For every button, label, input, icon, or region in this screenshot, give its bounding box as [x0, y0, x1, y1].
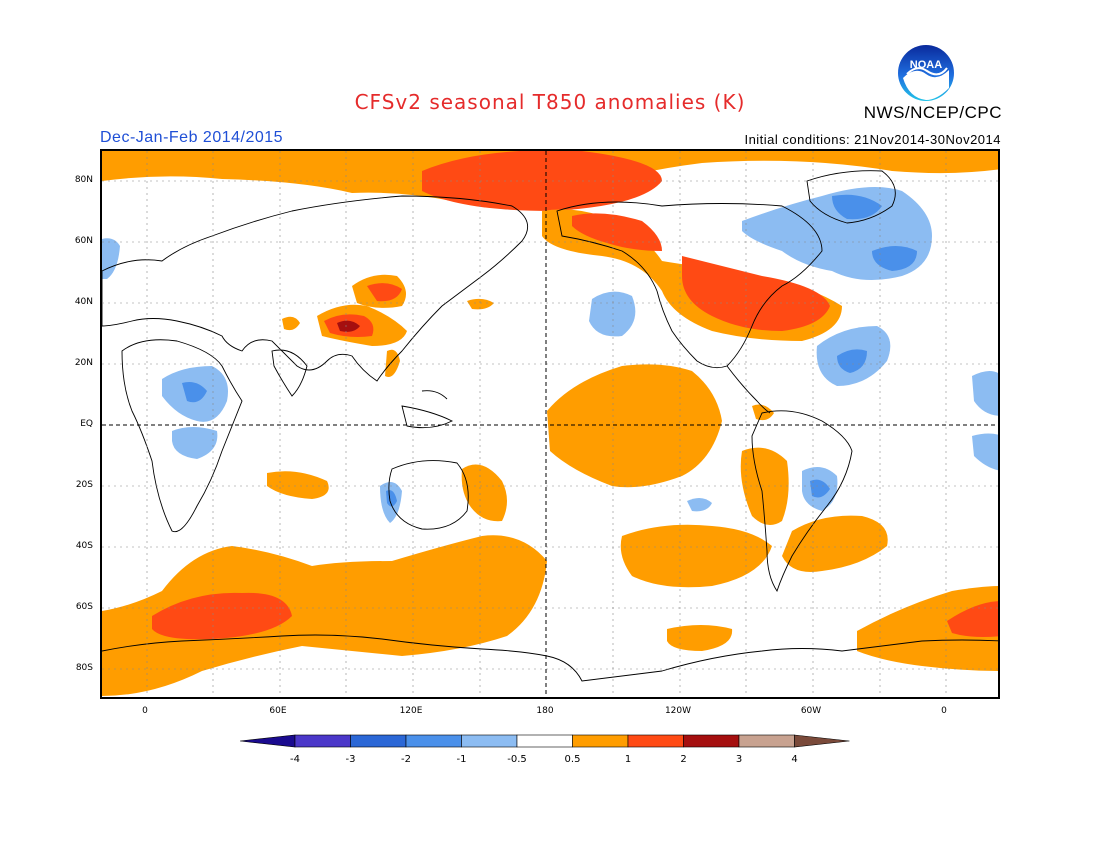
- legend-swatch: [738, 734, 795, 748]
- legend-level-label: -4: [290, 754, 300, 765]
- anomaly-region-central-africa-cold: [172, 427, 218, 459]
- anomaly-region-mongolia-strong: [367, 283, 402, 302]
- lon-label: 0: [941, 706, 947, 716]
- lon-label: 60E: [269, 706, 287, 716]
- legend-swatch: [516, 734, 573, 748]
- lat-label: 60S: [75, 602, 93, 612]
- anomaly-region-north-atlantic-cold-core: [832, 194, 882, 220]
- anomaly-region-tibet-extreme: [337, 320, 360, 332]
- legend-swatch: [794, 734, 850, 748]
- legend-level-label: -1: [456, 754, 467, 765]
- legend-level-label: -2: [401, 754, 411, 765]
- legend-swatch: [240, 734, 296, 748]
- anomaly-region-india-warm: [282, 316, 300, 331]
- lat-label: 40N: [74, 297, 93, 307]
- lat-label: 80N: [74, 175, 93, 185]
- anomaly-region-brazil-cold-core: [810, 479, 830, 498]
- legend-level-label: 2: [680, 754, 687, 765]
- anomaly-region-amundsen-warm: [667, 625, 733, 651]
- lat-label: 60N: [74, 236, 93, 246]
- anomaly-region-eastern-na-strong: [682, 256, 830, 331]
- coastlines: [102, 170, 998, 682]
- anomaly-region-north-atlantic-cold-core-2: [872, 246, 917, 271]
- color-scale-legend: [240, 734, 850, 748]
- graticule: [102, 151, 998, 697]
- legend-swatch: [350, 734, 407, 748]
- lon-label: 120E: [399, 706, 423, 716]
- initial-conditions-label: Initial conditions: 21Nov2014-30Nov2014: [744, 132, 1001, 147]
- legend-swatch: [683, 734, 740, 748]
- anomaly-region-weddell-strong: [947, 601, 998, 637]
- legend-level-label: -0.5: [507, 754, 527, 765]
- anomaly-region-europe-cold: [102, 238, 120, 279]
- anomaly-region-pacific-cold-small: [687, 497, 712, 512]
- lat-label: 40S: [75, 541, 93, 551]
- lon-label: 60W: [800, 706, 822, 716]
- anomaly-region-indian-ocean-warm: [267, 471, 329, 499]
- lat-label: 80S: [75, 663, 93, 673]
- anomaly-region-central-pacific-warm: [547, 364, 722, 488]
- anomaly-region-tasman-warm: [461, 464, 507, 522]
- anomaly-region-africa-east-cold: [972, 371, 998, 416]
- anomaly-region-weddell-warm: [857, 586, 998, 671]
- legend-level-label: 4: [791, 754, 798, 765]
- period-label: Dec-Jan-Feb 2014/2015: [100, 129, 284, 146]
- noaa-logo: NOAA: [898, 45, 954, 101]
- legend-swatch: [627, 734, 684, 748]
- legend-swatch: [294, 734, 351, 748]
- agency-label: NWS/NCEP/CPC: [863, 103, 1002, 122]
- logo-text: NOAA: [910, 59, 942, 71]
- legend-swatch: [405, 734, 462, 748]
- anomaly-region-southern-ocean-strong: [152, 592, 292, 640]
- anomaly-region-north-pacific-cold: [589, 291, 636, 337]
- anomaly-region-africa-east-cold-2: [972, 433, 998, 471]
- anomaly-region-south-atlantic-warm: [782, 515, 888, 572]
- legend-level-label: 3: [735, 754, 743, 765]
- lon-label: 0: [142, 706, 148, 716]
- legend-swatch: [572, 734, 629, 748]
- anomaly-region-se-asia-warm: [385, 349, 400, 377]
- chart-title: CFSv2 seasonal T850 anomalies (K): [354, 90, 746, 114]
- legend-swatch: [461, 734, 518, 748]
- anomaly-region-alaska-strong: [572, 213, 662, 251]
- anomaly-region-japan-warm: [467, 298, 494, 310]
- legend-level-label: -3: [345, 754, 356, 765]
- anomaly-region-south-pacific-warm: [620, 524, 772, 588]
- lon-label: 120W: [664, 706, 692, 716]
- anomaly-map: [100, 149, 1000, 699]
- anomaly-region-subtropical-atlantic-cold-core: [837, 349, 867, 373]
- legend-level-label: 1: [624, 754, 632, 765]
- anomaly-region-africa-cold-core: [182, 382, 207, 403]
- lat-label: 20N: [74, 358, 93, 368]
- lat-label: 20S: [75, 480, 93, 490]
- lat-label: EQ: [80, 419, 93, 429]
- map-canvas: [102, 151, 998, 697]
- lon-label: 180: [536, 706, 554, 716]
- legend-level-label: 0.5: [564, 754, 581, 765]
- anomaly-region-peru-warm: [740, 447, 789, 525]
